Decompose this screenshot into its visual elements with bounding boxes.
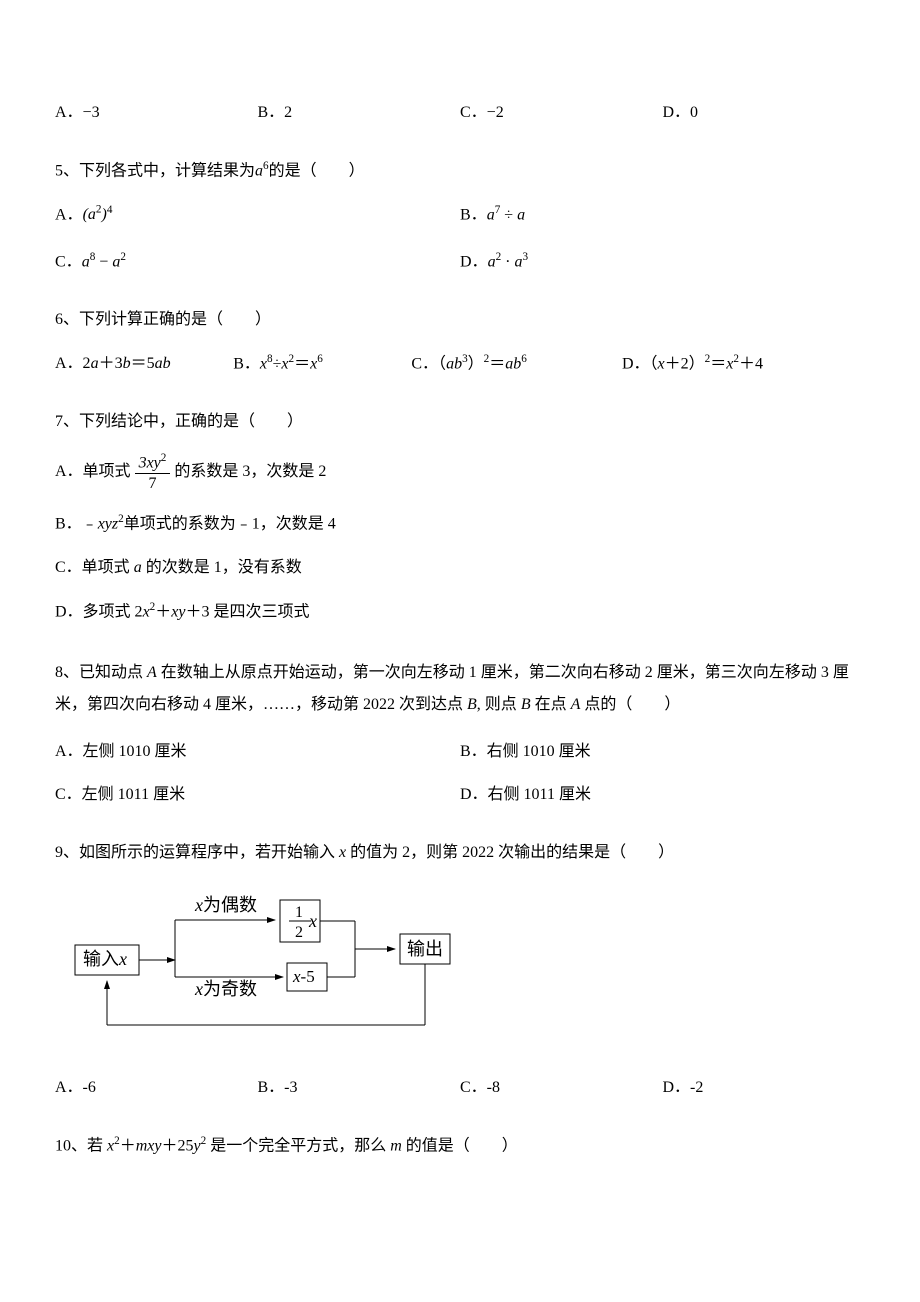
opt-c-prefix: C． — [55, 254, 82, 271]
q7-option-c: C．单项式 a 的次数是 1，没有系数 — [55, 555, 865, 581]
q7-stem: 7、下列结论中，正确的是（ ） — [55, 409, 865, 435]
q8-row2: C．左侧 1011 厘米 D．右侧 1011 厘米 — [55, 782, 865, 808]
q9-option-a: A．-6 — [55, 1075, 258, 1101]
q5-stem-suffix: 的是（ ） — [269, 162, 365, 179]
q10-stem: 10、若 x2＋mxy＋25y2 是一个完全平方式，那么 m 的值是（ ） — [55, 1133, 865, 1159]
opt-d-prefix: D． — [460, 254, 488, 271]
option-c: C．−2 — [460, 100, 663, 126]
output-label: 输出 — [407, 939, 443, 959]
q6-option-a: A．2a＋3b＝5ab — [55, 351, 233, 377]
q8-option-d: D．右侧 1011 厘米 — [460, 782, 865, 808]
question-7: 7、下列结论中，正确的是（ ） A．单项式 3xy2 7 的系数是 3，次数是 … — [55, 409, 865, 625]
q9-stem: 9、如图所示的运算程序中，若开始输入 x 的值为 2，则第 2022 次输出的结… — [55, 840, 865, 866]
fraction: 3xy2 7 — [135, 452, 171, 493]
q9-option-b: B．-3 — [258, 1075, 461, 1101]
opt-a-prefix: A． — [55, 206, 83, 223]
q5-stem-prefix: 5、下列各式中，计算结果为 — [55, 162, 255, 179]
question-5: 5、下列各式中，计算结果为a6的是（ ） A．(a2)4 B．a7 ÷ a C．… — [55, 158, 865, 276]
q5-row2: C．a8 − a2 D．a2 · a3 — [55, 249, 865, 275]
q5-option-b: B．a7 ÷ a — [460, 202, 865, 228]
q8-option-a: A．左侧 1010 厘米 — [55, 739, 460, 765]
q5-option-c: C．a8 − a2 — [55, 249, 460, 275]
even-label: x为偶数 — [194, 895, 257, 915]
q8-option-c: C．左侧 1011 厘米 — [55, 782, 460, 808]
minus-label: x-5 — [292, 967, 315, 986]
question-6: 6、下列计算正确的是（ ） A．2a＋3b＝5ab B．x8÷x2＝x6 C．（… — [55, 307, 865, 377]
q5-option-d: D．a2 · a3 — [460, 249, 865, 275]
q7-option-d: D．多项式 2x2＋xy＋3 是四次三项式 — [55, 599, 865, 625]
input-label: 输入x — [83, 949, 127, 969]
q8-row1: A．左侧 1010 厘米 B．右侧 1010 厘米 — [55, 739, 865, 765]
option-d: D．0 — [663, 100, 866, 126]
q9-option-c: C．-8 — [460, 1075, 663, 1101]
opt-b-prefix: B． — [460, 206, 487, 223]
question-8: 8、已知动点 A 在数轴上从原点开始运动，第一次向左移动 1 厘米，第二次向右移… — [55, 657, 865, 808]
q6-stem: 6、下列计算正确的是（ ） — [55, 307, 865, 333]
q8-stem: 8、已知动点 A 在数轴上从原点开始运动，第一次向左移动 1 厘米，第二次向右移… — [55, 657, 865, 721]
q6-option-c: C．（ab3）2＝ab6 — [411, 351, 622, 377]
options-row: A．−3 B．2 C．−2 D．0 — [55, 100, 865, 126]
q6-option-b: B．x8÷x2＝x6 — [233, 351, 411, 377]
q6-options: A．2a＋3b＝5ab B．x8÷x2＝x6 C．（ab3）2＝ab6 D．（x… — [55, 351, 865, 377]
half-num: 1 — [295, 904, 303, 921]
q5-expr-base: a — [255, 162, 263, 179]
option-a: A．−3 — [55, 100, 258, 126]
q5-stem: 5、下列各式中，计算结果为a6的是（ ） — [55, 158, 865, 184]
question-10: 10、若 x2＋mxy＋25y2 是一个完全平方式，那么 m 的值是（ ） — [55, 1133, 865, 1159]
option-b: B．2 — [258, 100, 461, 126]
q5-row1: A．(a2)4 B．a7 ÷ a — [55, 202, 865, 228]
half-x: x — [308, 911, 317, 931]
q9-options: A．-6 B．-3 C．-8 D．-2 — [55, 1075, 865, 1101]
q8-option-b: B．右侧 1010 厘米 — [460, 739, 865, 765]
q9-diagram: 输入x x为偶数 1 2 x x为奇数 x-5 — [65, 885, 865, 1045]
q4-options: A．−3 B．2 C．−2 D．0 — [55, 100, 865, 126]
question-9: 9、如图所示的运算程序中，若开始输入 x 的值为 2，则第 2022 次输出的结… — [55, 840, 865, 1101]
q7-option-a: A．单项式 3xy2 7 的系数是 3，次数是 2 — [55, 452, 865, 493]
half-den: 2 — [295, 924, 303, 941]
q7-option-b: B．﹣xyz2单项式的系数为﹣1，次数是 4 — [55, 511, 865, 537]
q5-option-a: A．(a2)4 — [55, 202, 460, 228]
q9-option-d: D．-2 — [663, 1075, 866, 1101]
flowchart-svg: 输入x x为偶数 1 2 x x为奇数 x-5 — [65, 885, 465, 1045]
odd-label: x为奇数 — [194, 979, 257, 999]
q6-option-d: D．（x＋2）2＝x2＋4 — [622, 351, 865, 377]
